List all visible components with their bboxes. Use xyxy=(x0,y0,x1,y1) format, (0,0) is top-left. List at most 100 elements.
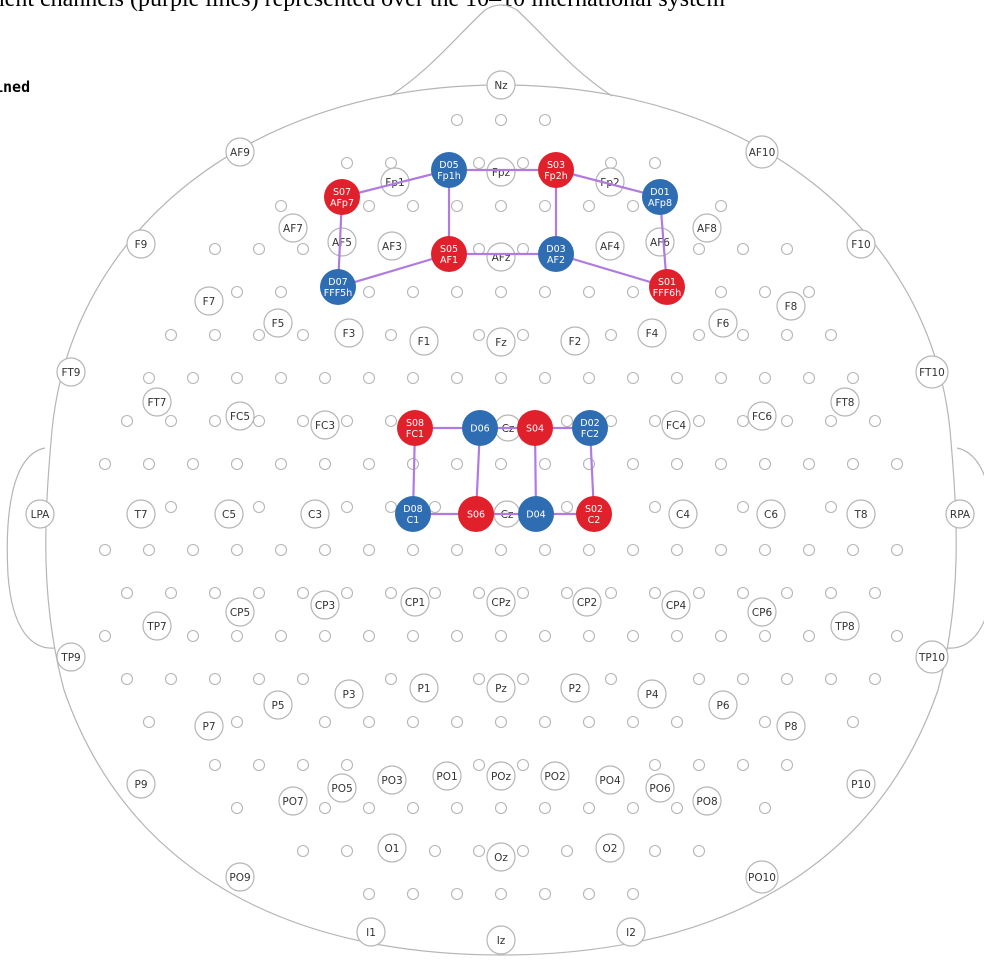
electrode-label: F1 xyxy=(418,336,431,348)
grid-dot xyxy=(252,586,266,600)
grid-dot xyxy=(626,629,640,643)
electrode-label: FC5 xyxy=(230,411,250,423)
electrode-label: F6 xyxy=(717,318,730,330)
grid-dot xyxy=(230,715,244,729)
electrode-label: FT10 xyxy=(919,367,945,379)
grid-dot xyxy=(98,629,112,643)
electrode: F5 xyxy=(263,308,293,338)
optode-id: D02 xyxy=(580,418,599,429)
electrode-label: P6 xyxy=(716,700,729,712)
grid-dot xyxy=(692,242,706,256)
electrode-marker xyxy=(380,167,410,197)
electrode-marker xyxy=(225,597,255,627)
channel-line xyxy=(337,252,450,289)
electrode: TP7 xyxy=(142,611,172,641)
grid-dot xyxy=(384,328,398,342)
grid-dot xyxy=(714,457,728,471)
electrode: F8 xyxy=(776,291,806,321)
grid-dot xyxy=(406,543,420,557)
grid-dot xyxy=(274,371,288,385)
electrode-label: T7 xyxy=(133,509,147,521)
electrode-marker xyxy=(692,213,722,243)
optode-marker xyxy=(462,410,498,446)
grid-dot xyxy=(494,457,508,471)
grid-dot xyxy=(274,543,288,557)
grid-dot xyxy=(406,801,420,815)
grid-dot xyxy=(516,328,530,342)
grid-dot xyxy=(472,844,486,858)
electrode-label: AF9 xyxy=(230,147,250,159)
grid-dot xyxy=(406,285,420,299)
optode-site: Fp2h xyxy=(544,171,568,182)
grid-dot xyxy=(164,328,178,342)
electrode-label: CP4 xyxy=(666,600,687,612)
electrode-marker xyxy=(432,761,462,791)
grid-dot xyxy=(780,242,794,256)
electrode-marker xyxy=(409,673,439,703)
grid-dot xyxy=(318,457,332,471)
grid-dot xyxy=(626,457,640,471)
electrode: FC4 xyxy=(661,410,691,440)
grid-dot xyxy=(252,500,266,514)
grid-dot xyxy=(648,586,662,600)
grid-dot xyxy=(208,328,222,342)
electrode-marker xyxy=(194,286,224,316)
optode-id: D01 xyxy=(650,187,669,198)
grid-dot xyxy=(274,199,288,213)
electrode-marker xyxy=(645,773,675,803)
grid-dot xyxy=(846,371,860,385)
grid-dot xyxy=(230,629,244,643)
grid-dot xyxy=(428,844,442,858)
optode-marker xyxy=(320,269,356,305)
grid-dot xyxy=(362,285,376,299)
grid-dot xyxy=(318,371,332,385)
electrode: LPA xyxy=(25,499,55,529)
electrode-marker xyxy=(278,786,308,816)
electrode-marker xyxy=(846,769,876,799)
grid-dot xyxy=(406,887,420,901)
electrode-marker xyxy=(356,917,386,947)
grid-dot xyxy=(736,758,750,772)
grid-dot xyxy=(626,887,640,901)
grid-dot xyxy=(450,457,464,471)
electrode-marker xyxy=(846,229,876,259)
grid-dot xyxy=(186,371,200,385)
grid-dot xyxy=(780,672,794,686)
grid-dot xyxy=(824,586,838,600)
grid-dot xyxy=(494,371,508,385)
grid-dot xyxy=(450,285,464,299)
electrode: FC6 xyxy=(747,401,777,431)
electrode-label: Oz xyxy=(494,852,508,864)
grid-dot xyxy=(538,457,552,471)
grid-dot xyxy=(340,414,354,428)
electrode-marker xyxy=(668,499,698,529)
electrode: AF7 xyxy=(278,213,308,243)
channel-line xyxy=(341,168,450,199)
electrode-label: PO10 xyxy=(748,872,776,884)
grid-dot xyxy=(648,156,662,170)
grid-dot xyxy=(494,543,508,557)
grid-dot xyxy=(670,629,684,643)
optode-site: AFp8 xyxy=(648,198,672,209)
optode-id: S01 xyxy=(658,277,676,288)
grid-dot xyxy=(758,371,772,385)
electrode-label: P8 xyxy=(784,721,797,733)
grid-dot xyxy=(142,543,156,557)
grid-dot xyxy=(648,844,662,858)
grid-dot xyxy=(802,543,816,557)
electrode: P6 xyxy=(708,690,738,720)
electrode: O1 xyxy=(377,833,407,863)
grid-dot xyxy=(252,758,266,772)
grid-dot xyxy=(582,715,596,729)
grid-dot xyxy=(846,457,860,471)
electrode-marker xyxy=(310,410,340,440)
grid-dot xyxy=(186,629,200,643)
electrode: P9 xyxy=(126,769,156,799)
grid-dot xyxy=(648,758,662,772)
electrode-marker xyxy=(225,401,255,431)
source-optode: S04 xyxy=(517,410,553,446)
electrode-marker xyxy=(142,387,172,417)
grid-dot xyxy=(120,672,134,686)
optode-marker xyxy=(431,152,467,188)
electrode-marker xyxy=(194,711,224,741)
